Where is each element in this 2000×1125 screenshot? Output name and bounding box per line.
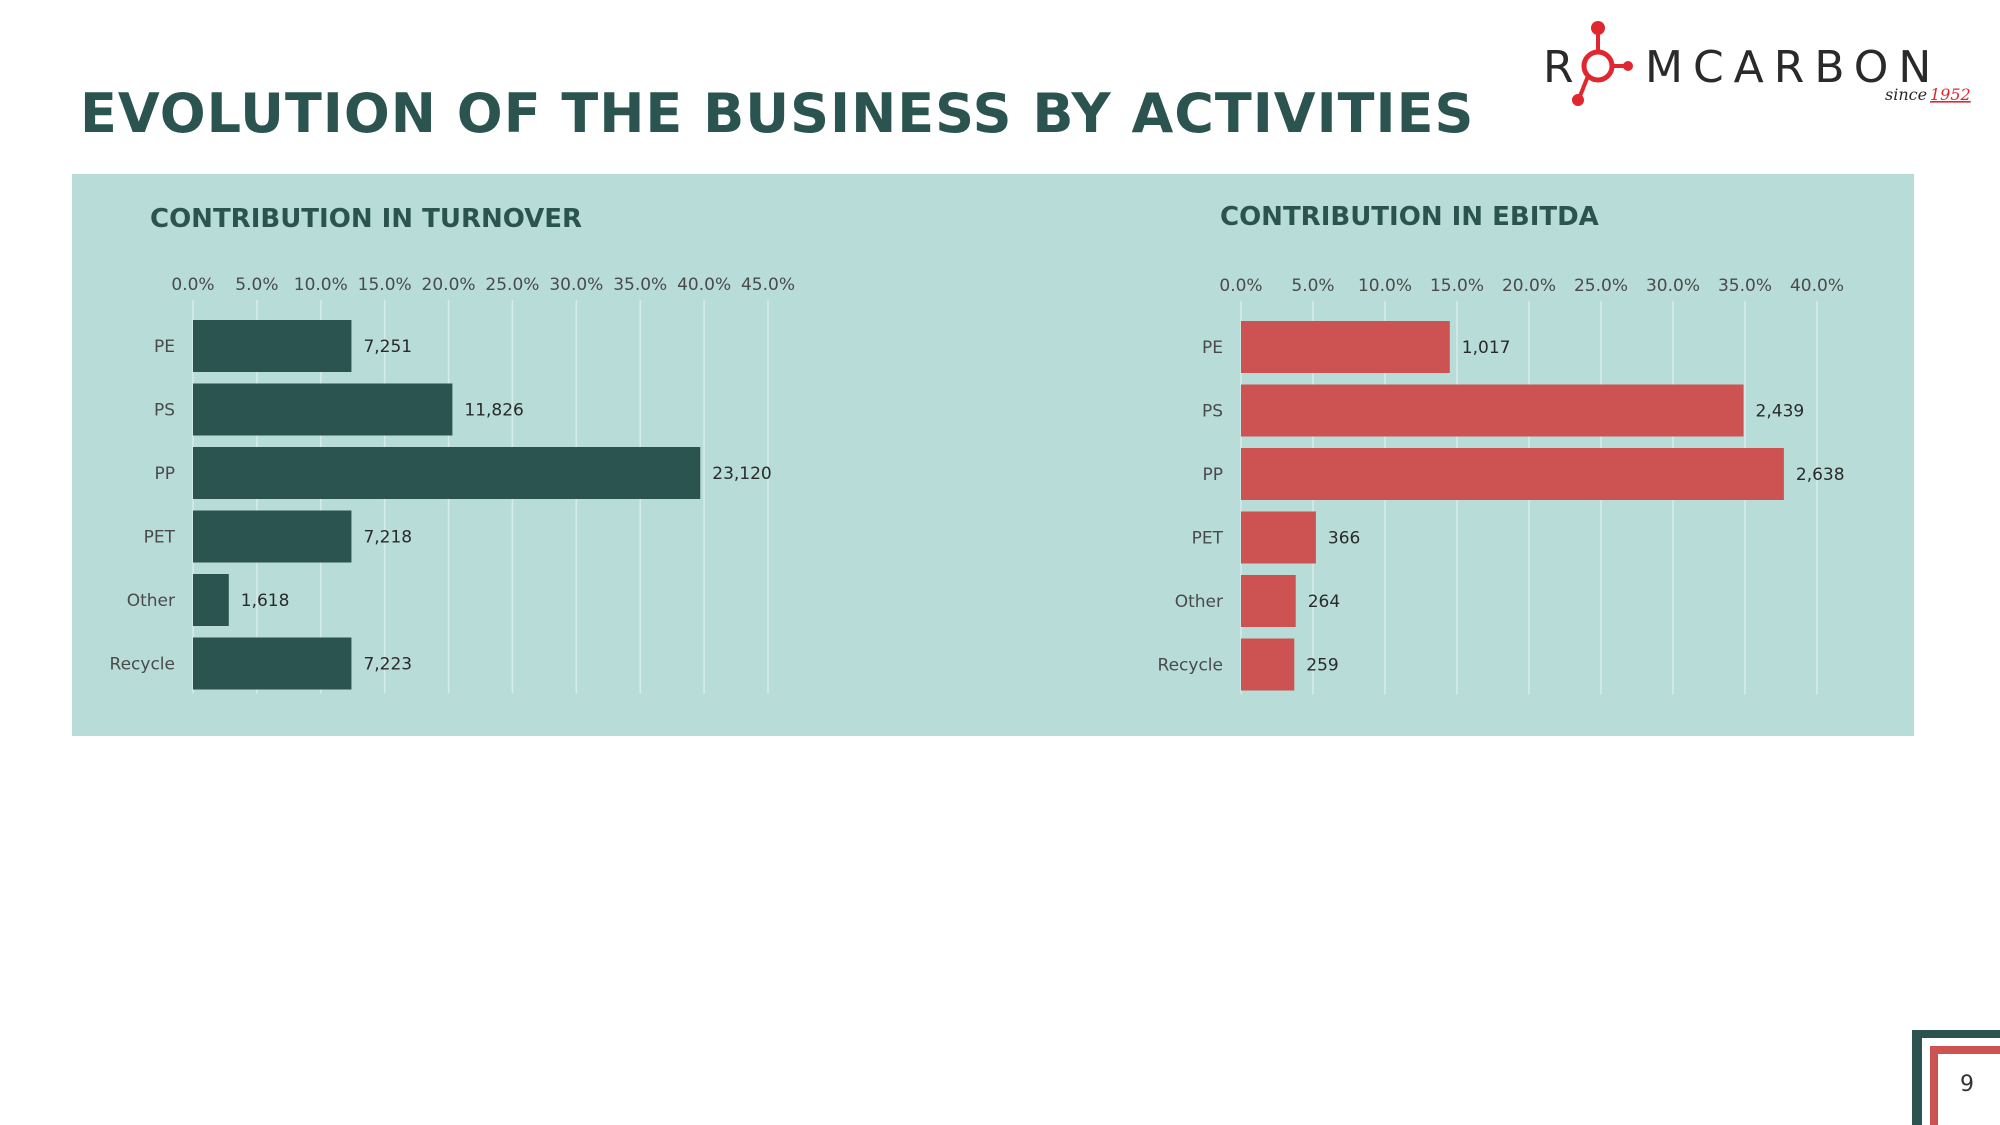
x-tick-label: 20.0% <box>1502 276 1556 296</box>
x-tick-label: 15.0% <box>1430 276 1484 296</box>
chart-title: CONTRIBUTION IN TURNOVER <box>150 204 583 234</box>
value-label: 2,638 <box>1796 465 1845 485</box>
page-title: EVOLUTION OF THE BUSINESS BY ACTIVITIES <box>80 82 1475 145</box>
bar-pp <box>1241 448 1784 500</box>
category-label: PE <box>154 337 175 357</box>
category-label: Other <box>1175 592 1223 612</box>
bar-recycle <box>1241 638 1295 691</box>
romcarbon-logo: R MCARBON since 1952 <box>1543 21 1971 106</box>
value-label: 2,439 <box>1756 402 1805 422</box>
category-label: Recycle <box>1158 656 1223 676</box>
value-label: 366 <box>1328 529 1360 549</box>
ebitda-chart: CONTRIBUTION IN EBITDA 0.0% 5.0% 10.0% 15.0… <box>992 174 1914 736</box>
category-label: PE <box>1202 338 1223 358</box>
bar-pet <box>1241 511 1316 564</box>
x-tick-label: 5.0% <box>1291 276 1334 296</box>
molecule-icon <box>1572 21 1633 106</box>
value-label: 11,826 <box>464 401 523 421</box>
value-label: 23,120 <box>712 464 771 484</box>
charts-panel: CONTRIBUTION IN TURNOVER 0.0% 5.0% 10.0% 15… <box>72 174 1914 736</box>
x-tick-label: 10.0% <box>1358 276 1412 296</box>
value-label: 264 <box>1308 592 1340 612</box>
x-tick-label: 40.0% <box>677 275 731 295</box>
category-label: PET <box>144 528 176 548</box>
turnover-chart: CONTRIBUTION IN TURNOVER 0.0% 5.0% 10.0% 15… <box>72 174 972 736</box>
bar-pe <box>1241 321 1450 373</box>
corner-decoration <box>1912 1030 2000 1125</box>
category-label: PP <box>154 464 175 484</box>
x-tick-label: 30.0% <box>549 275 603 295</box>
svg-text:R: R <box>1543 42 1580 93</box>
x-tick-label: 45.0% <box>741 275 795 295</box>
bar-pe <box>193 320 352 372</box>
x-tick-label: 30.0% <box>1646 276 1700 296</box>
x-tick-label: 25.0% <box>485 275 539 295</box>
value-label: 7,218 <box>363 528 412 548</box>
x-tick-label: 0.0% <box>171 275 214 295</box>
value-label: 1,618 <box>241 591 290 611</box>
value-label: 7,251 <box>363 337 412 357</box>
value-label: 1,017 <box>1462 338 1511 358</box>
x-tick-label: 35.0% <box>1718 276 1772 296</box>
ebitda-chart-plot: 0.0% 5.0% 10.0% 15.0% 20.0% 25.0% 30.0% 35.0% 40… <box>1158 276 1845 695</box>
category-label: PS <box>1202 402 1223 422</box>
category-label: PS <box>154 401 175 421</box>
bar-recycle <box>193 637 352 690</box>
svg-text:1952: 1952 <box>1930 85 1971 104</box>
category-label: Recycle <box>110 655 175 675</box>
category-label: PET <box>1192 529 1224 549</box>
x-tick-label: 40.0% <box>1790 276 1844 296</box>
chart-title: CONTRIBUTION IN EBITDA <box>1220 202 1599 232</box>
x-tick-label: 5.0% <box>235 275 278 295</box>
value-label: 259 <box>1306 656 1338 676</box>
bar-other <box>193 574 229 626</box>
category-label: PP <box>1202 465 1223 485</box>
svg-text:since: since <box>1885 85 1927 104</box>
x-tick-label: 20.0% <box>422 275 476 295</box>
bar-other <box>1241 575 1296 627</box>
value-label: 7,223 <box>363 655 412 675</box>
svg-text:MCARBON: MCARBON <box>1645 42 1941 93</box>
page-number: 9 <box>1960 1072 1974 1097</box>
x-tick-label: 25.0% <box>1574 276 1628 296</box>
bar-pp <box>193 447 701 499</box>
x-tick-label: 35.0% <box>613 275 667 295</box>
bar-pet <box>193 510 352 563</box>
x-tick-label: 0.0% <box>1219 276 1262 296</box>
bar-ps <box>193 383 453 436</box>
x-tick-label: 15.0% <box>358 275 412 295</box>
x-tick-label: 10.0% <box>294 275 348 295</box>
bar-ps <box>1241 384 1744 437</box>
turnover-chart-plot: 0.0% 5.0% 10.0% 15.0% 20.0% 25.0% 30.0% 35.0% 40… <box>110 275 795 694</box>
category-label: Other <box>127 591 175 611</box>
